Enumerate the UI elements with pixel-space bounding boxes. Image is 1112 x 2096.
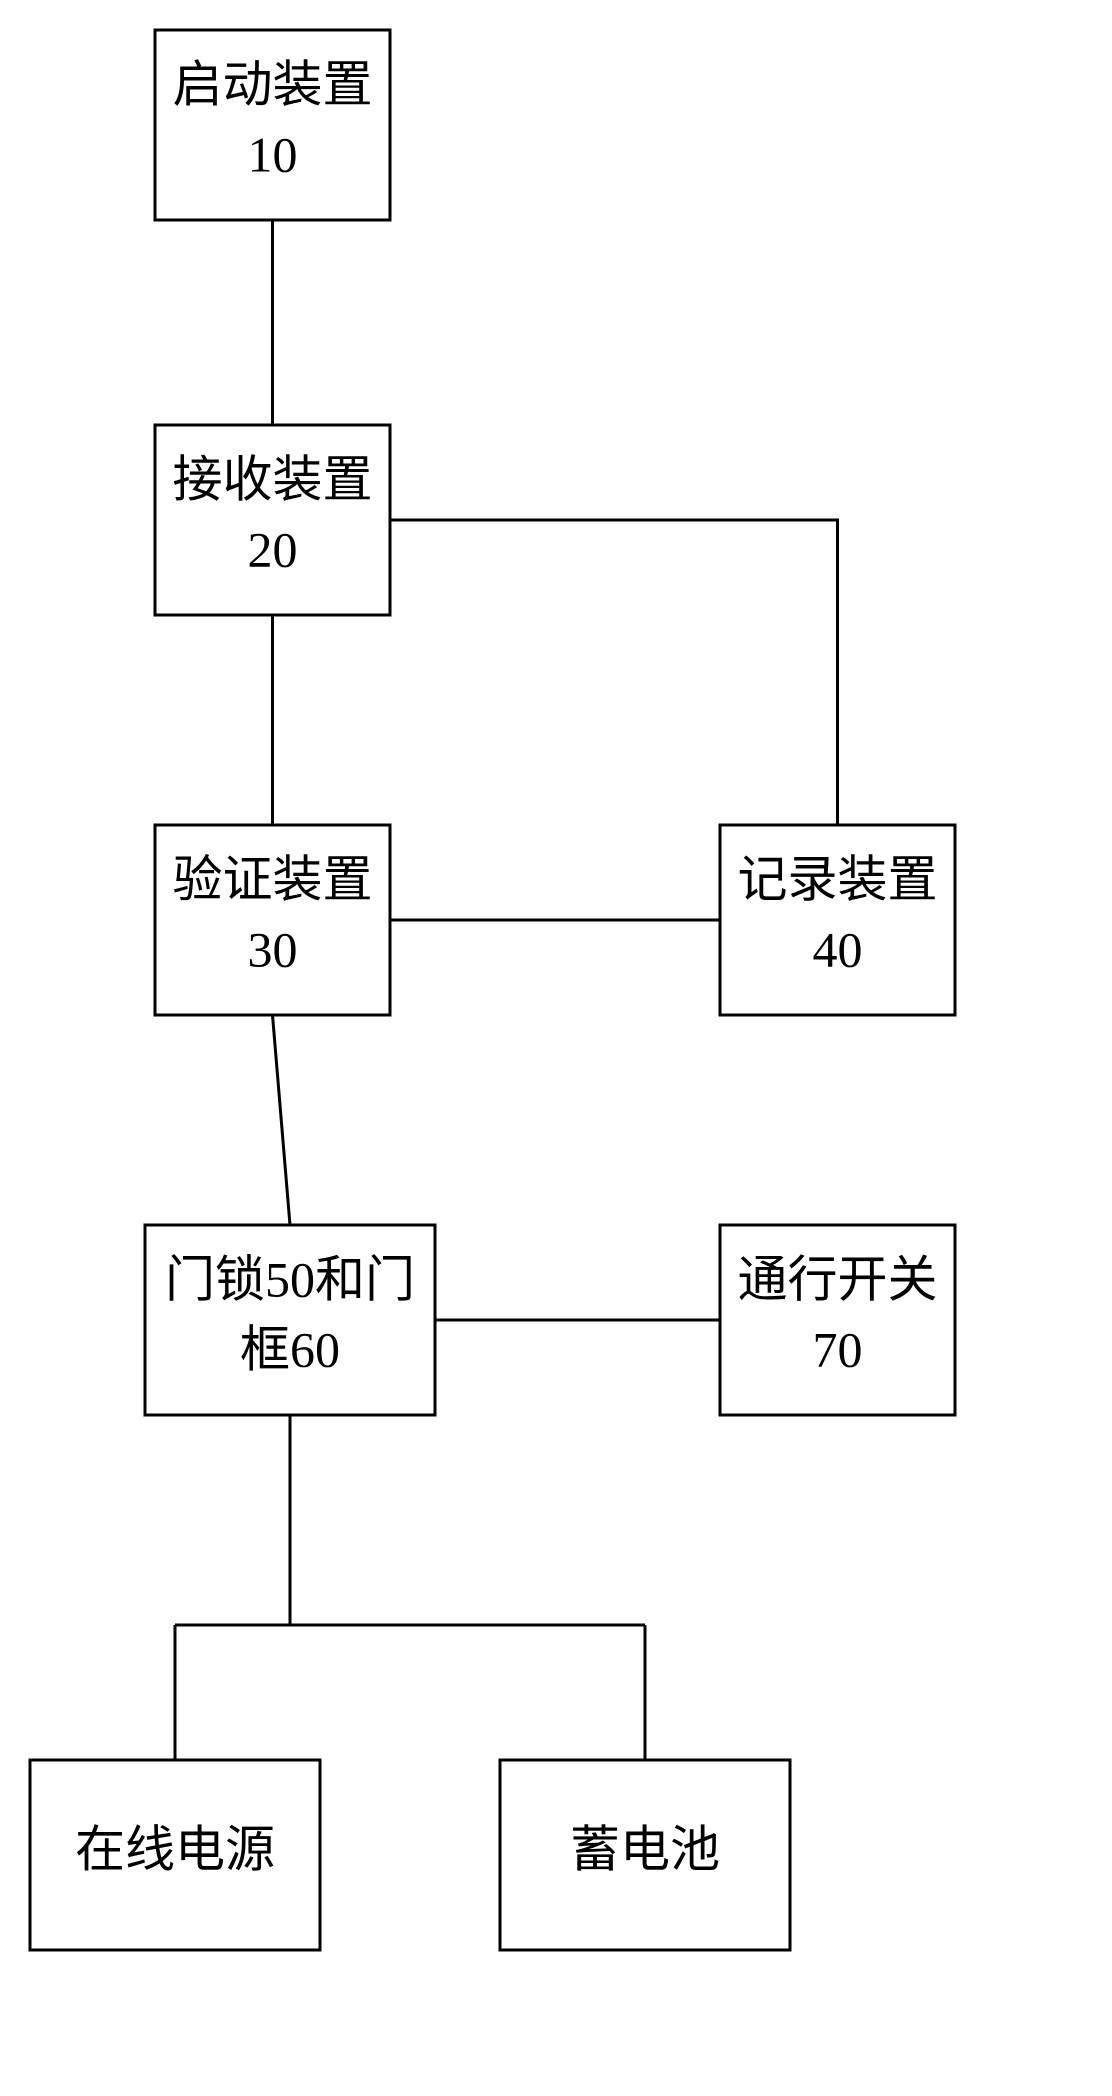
edge: [390, 520, 838, 825]
node-label: 30: [248, 921, 298, 977]
edge: [273, 1015, 291, 1225]
node-n5060: 门锁50和门框60: [145, 1225, 435, 1415]
node-n20: 接收装置 20: [155, 425, 390, 615]
node-label: 验证装置: [173, 851, 373, 907]
node-label: 门锁50和门: [165, 1251, 415, 1307]
node-label: 通行开关: [738, 1251, 938, 1307]
node-label: 70: [813, 1321, 863, 1377]
node-label: 40: [813, 921, 863, 977]
node-n10: 启动装置 10: [155, 30, 390, 220]
node-nOnline: 在线电源: [30, 1760, 320, 1950]
node-nBatt: 蓄电池: [500, 1760, 790, 1950]
node-n70: 通行开关 70: [720, 1225, 955, 1415]
node-label: 10: [248, 126, 298, 182]
node-label: 在线电源: [75, 1821, 275, 1877]
node-label: 20: [248, 521, 298, 577]
node-n30: 验证装置 30: [155, 825, 390, 1015]
node-n40: 记录装置 40: [720, 825, 955, 1015]
node-label: 记录装置: [738, 851, 938, 907]
node-label: 蓄电池: [570, 1821, 720, 1877]
node-label: 接收装置: [173, 451, 373, 507]
edge-fork: [175, 1415, 645, 1760]
node-label: 启动装置: [173, 56, 373, 112]
node-label: 框60: [240, 1321, 340, 1377]
